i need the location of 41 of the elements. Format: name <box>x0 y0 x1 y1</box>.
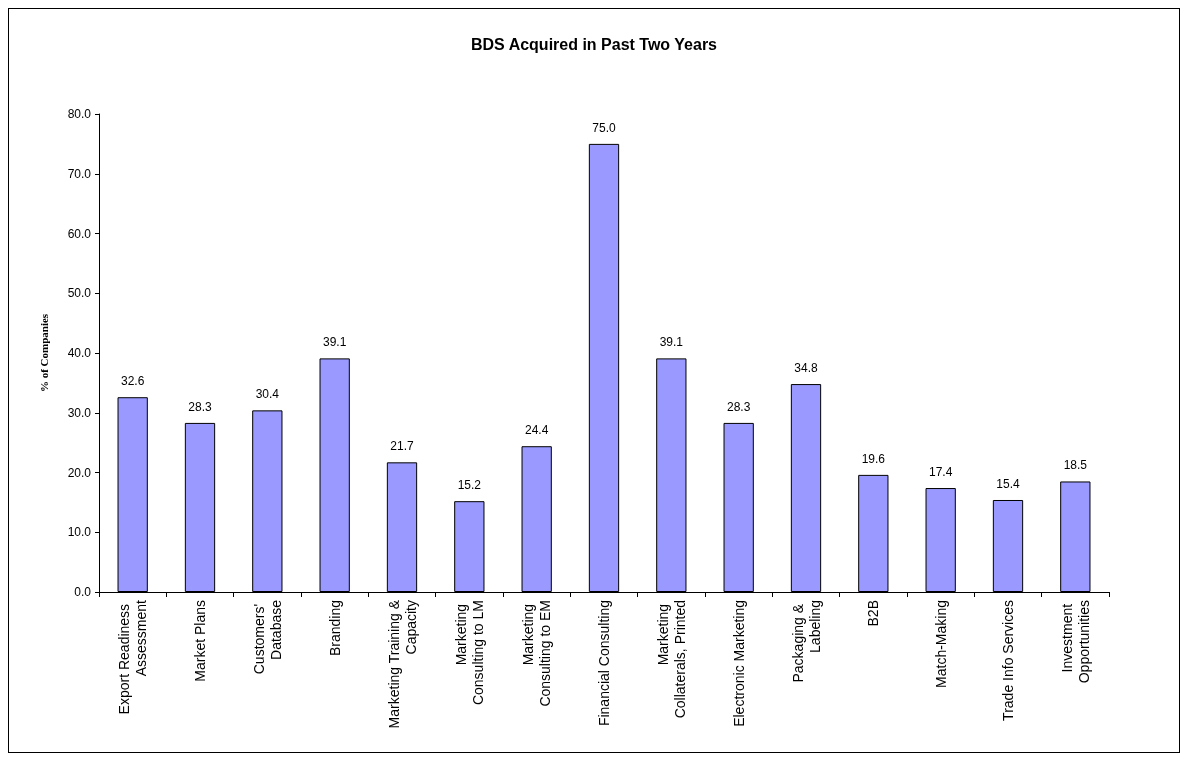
data-label: 28.3 <box>726 399 751 414</box>
x-tick-label: Marketing Training & Capacity <box>385 599 419 729</box>
y-tick-label: 40.0 <box>67 346 92 360</box>
data-label: 39.1 <box>659 335 684 350</box>
y-tick-label: 10.0 <box>67 525 92 540</box>
x-tick-label: Marketing Consulting to LM <box>452 600 486 706</box>
x-tick-label: Electronic Marketing <box>730 600 747 727</box>
y-tick-label: 80.0 <box>67 107 92 121</box>
x-tick-label: Marketing Consulting to EM <box>520 600 554 707</box>
x-tick-label: Export Readiness Assessment <box>116 599 150 715</box>
y-tick-label: 50.0 <box>67 286 92 301</box>
data-label: 30.4 <box>255 387 280 402</box>
x-tick-label: Branding <box>326 600 343 657</box>
data-label: 32.6 <box>120 374 145 389</box>
data-label: 17.4 <box>928 465 953 480</box>
x-tick-label: B2B <box>865 600 882 627</box>
x-tick-label: Match-Making <box>932 600 949 688</box>
y-tick-label: 70.0 <box>67 166 92 181</box>
x-tick-label: Packaging & Labeling <box>789 600 823 683</box>
data-label: 34.8 <box>794 361 818 376</box>
x-tick-label: Customers' Database <box>250 599 284 675</box>
data-label: 18.5 <box>1063 458 1088 473</box>
x-tick-label: Financial Consulting <box>596 600 612 727</box>
data-label: 39.1 <box>322 335 347 350</box>
data-label: 24.4 <box>524 423 549 438</box>
x-tick-label: Investment Opportunities <box>1058 600 1092 684</box>
y-tick-label: 60.0 <box>67 226 92 241</box>
x-tick-label: Trade Info Services <box>1000 600 1016 721</box>
data-label: 19.6 <box>861 451 886 466</box>
y-tick-label: 20.0 <box>67 465 92 480</box>
data-label: 15.2 <box>457 478 482 493</box>
x-tick-label: Marketing Collaterals, Printed <box>654 600 688 719</box>
y-tick-label: 0.0 <box>74 585 92 599</box>
data-label: 21.7 <box>390 439 414 454</box>
data-label: 28.3 <box>188 399 212 414</box>
data-label: 15.4 <box>996 476 1020 491</box>
y-tick-label: 30.0 <box>67 405 92 420</box>
chart-title: BDS Acquired in Past Two Years <box>471 35 718 53</box>
data-label: 75.0 <box>592 120 616 135</box>
x-tick-label: Market Plans <box>192 600 208 682</box>
y-axis-title: % of Companies <box>37 313 50 393</box>
